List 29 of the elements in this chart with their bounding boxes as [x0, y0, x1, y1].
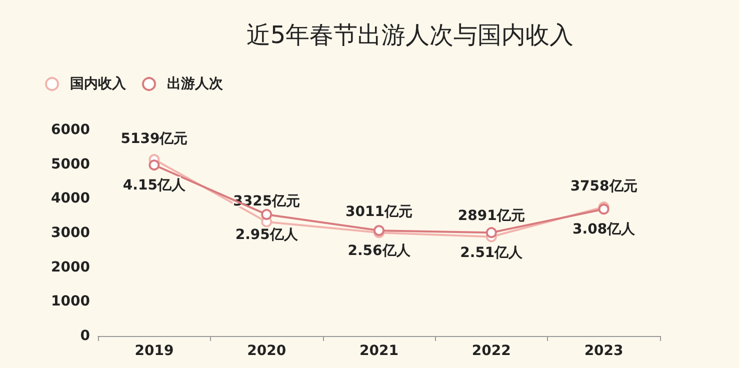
x-tick-label: 2022 — [472, 343, 511, 359]
data-label: 2.51亿人 — [460, 245, 524, 262]
data-label: 2.56亿人 — [348, 243, 412, 260]
chart-title: 近5年春节出游人次与国内收入 — [246, 21, 574, 49]
data-label: 3.08亿人 — [572, 222, 636, 238]
data-label: 2891亿元 — [458, 208, 525, 224]
y-tick-label: 0 — [80, 328, 90, 344]
point — [261, 208, 272, 220]
x-tick-label: 2020 — [247, 343, 286, 359]
x-tick-label: 2021 — [360, 343, 398, 359]
y-tick-label: 4000 — [51, 190, 90, 207]
legend-label: 出游人次 — [167, 76, 224, 92]
y-tick-label: 5000 — [51, 156, 90, 172]
x-tick-label: 2019 — [134, 343, 174, 359]
point — [598, 204, 610, 215]
y-tick-label: 1000 — [51, 294, 90, 310]
data-label: 3325亿元 — [233, 193, 300, 210]
y-tick-label: 2000 — [51, 259, 90, 276]
x-tick-label: 2023 — [584, 343, 624, 359]
data-label: 3011亿元 — [346, 204, 412, 220]
data-label: 5139亿元 — [120, 131, 188, 148]
legend-label: 国内收入 — [70, 76, 127, 92]
point — [148, 160, 160, 171]
data-label: 2.95亿人 — [235, 226, 299, 243]
data-label: 4.15亿人 — [122, 178, 186, 194]
data-label: 3758亿元 — [570, 178, 638, 194]
y-tick-label: 3000 — [51, 225, 90, 241]
y-tick-label: 6000 — [51, 122, 90, 138]
point — [486, 227, 497, 238]
